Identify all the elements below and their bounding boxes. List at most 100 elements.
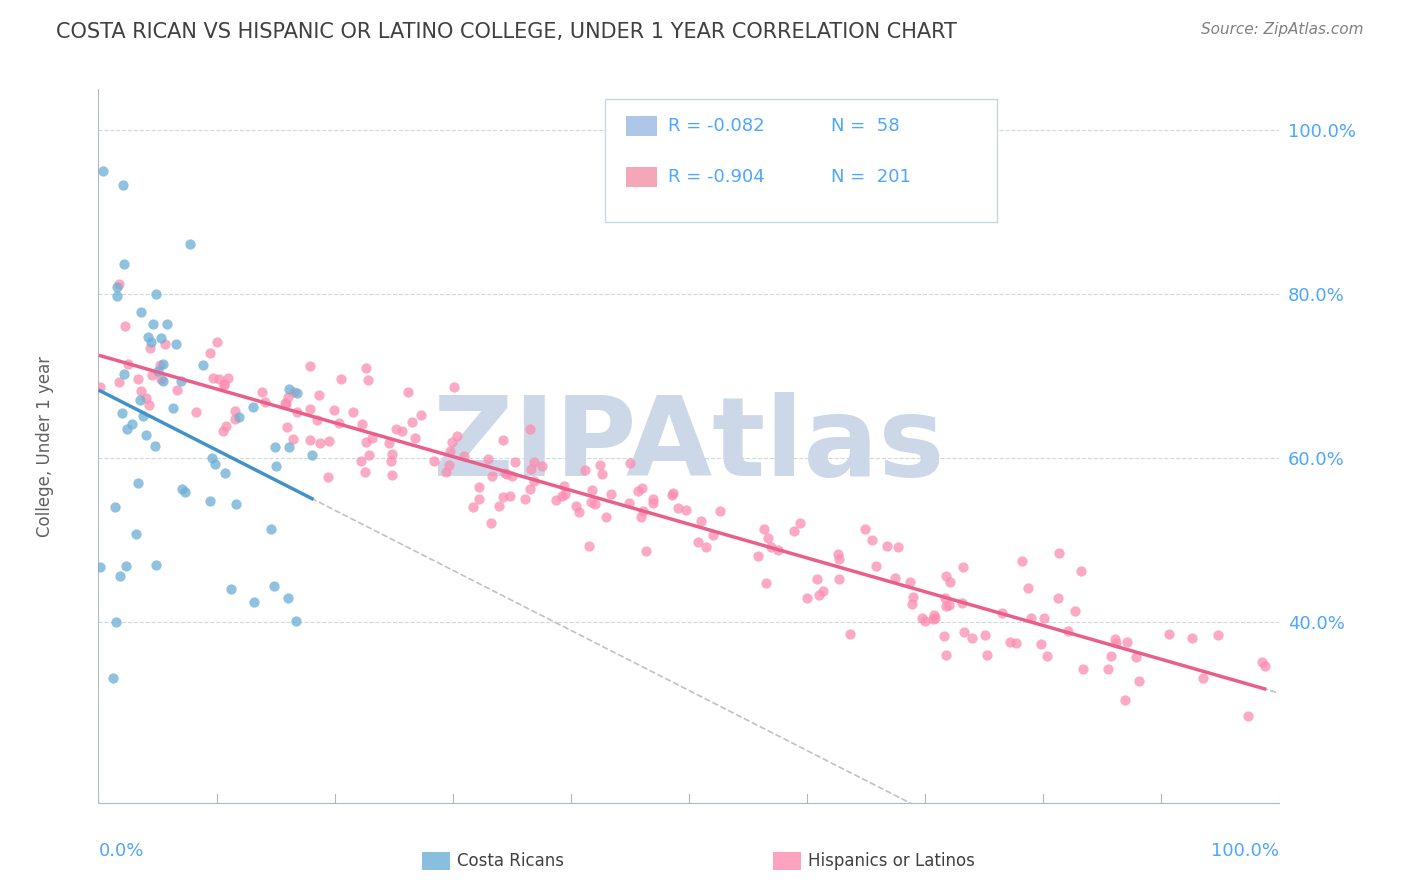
Point: [759, 540, 782, 554]
Point: [488, 499, 510, 513]
Point: [617, 496, 640, 510]
Text: 100.0%: 100.0%: [1212, 842, 1279, 860]
Point: [228, 409, 250, 424]
Point: [129, 305, 152, 319]
Point: [934, 591, 956, 606]
Point: [224, 404, 246, 418]
Point: [276, 419, 298, 434]
Point: [124, 527, 146, 541]
Point: [404, 431, 426, 445]
Point: [131, 409, 153, 423]
Point: [165, 337, 187, 351]
Point: [225, 497, 247, 511]
Point: [1192, 671, 1215, 685]
Point: [380, 454, 402, 468]
Point: [544, 492, 567, 507]
Point: [828, 552, 851, 566]
Point: [128, 392, 150, 407]
Point: [110, 569, 132, 583]
Point: [127, 475, 149, 490]
Point: [357, 448, 380, 462]
Point: [117, 422, 139, 436]
Point: [360, 431, 382, 445]
Point: [242, 594, 264, 608]
Point: [530, 459, 553, 474]
Point: [308, 436, 330, 450]
Point: [589, 458, 612, 472]
Point: [111, 406, 134, 420]
Point: [887, 541, 910, 555]
Point: [630, 481, 652, 495]
Point: [467, 491, 489, 506]
Text: R = -0.904: R = -0.904: [668, 169, 765, 186]
Point: [519, 482, 541, 496]
Point: [409, 408, 432, 422]
Point: [114, 559, 136, 574]
Point: [581, 483, 603, 498]
Point: [129, 384, 152, 398]
Text: R = -0.082: R = -0.082: [668, 117, 765, 135]
Point: [619, 456, 641, 470]
Point: [156, 317, 179, 331]
Point: [495, 467, 517, 481]
Point: [1159, 627, 1181, 641]
Point: [437, 458, 460, 472]
Point: [401, 415, 423, 429]
Point: [976, 648, 998, 662]
Point: [1181, 631, 1204, 645]
Point: [661, 488, 683, 502]
Point: [121, 417, 143, 432]
Point: [105, 289, 128, 303]
Point: [811, 584, 834, 599]
Text: College, Under 1 year: College, Under 1 year: [37, 355, 55, 537]
Point: [112, 257, 135, 271]
Point: [481, 469, 503, 483]
Point: [783, 524, 806, 539]
Point: [264, 459, 287, 474]
Point: [932, 629, 955, 643]
Point: [520, 462, 543, 476]
Point: [381, 468, 404, 483]
Point: [391, 425, 413, 439]
Point: [1018, 582, 1040, 596]
Point: [1128, 673, 1150, 688]
Point: [184, 404, 207, 418]
Point: [503, 455, 526, 469]
Point: [166, 383, 188, 397]
Point: [553, 478, 575, 492]
Point: [298, 359, 321, 374]
Point: [114, 318, 136, 333]
Point: [1047, 546, 1070, 560]
Point: [853, 522, 876, 536]
Point: [1236, 709, 1258, 723]
Point: [357, 373, 380, 387]
Point: [501, 469, 523, 483]
Point: [865, 559, 887, 574]
Point: [299, 402, 322, 417]
Point: [860, 533, 883, 547]
Point: [591, 467, 613, 482]
Point: [204, 457, 226, 471]
Point: [808, 588, 831, 602]
Point: [350, 454, 373, 468]
Point: [153, 336, 176, 351]
Point: [205, 335, 228, 350]
Point: [108, 375, 131, 389]
Point: [138, 398, 160, 412]
Point: [145, 558, 167, 572]
Point: [305, 412, 328, 426]
Point: [191, 358, 214, 372]
Point: [883, 571, 905, 585]
Point: [599, 487, 621, 501]
Point: [207, 372, 229, 386]
Point: [806, 572, 828, 586]
Text: Source: ZipAtlas.com: Source: ZipAtlas.com: [1201, 22, 1364, 37]
Point: [838, 627, 860, 641]
Point: [756, 531, 779, 545]
Point: [146, 364, 169, 378]
Point: [105, 279, 128, 293]
Point: [384, 422, 406, 436]
Point: [747, 549, 769, 563]
Point: [554, 486, 576, 500]
Point: [595, 509, 617, 524]
